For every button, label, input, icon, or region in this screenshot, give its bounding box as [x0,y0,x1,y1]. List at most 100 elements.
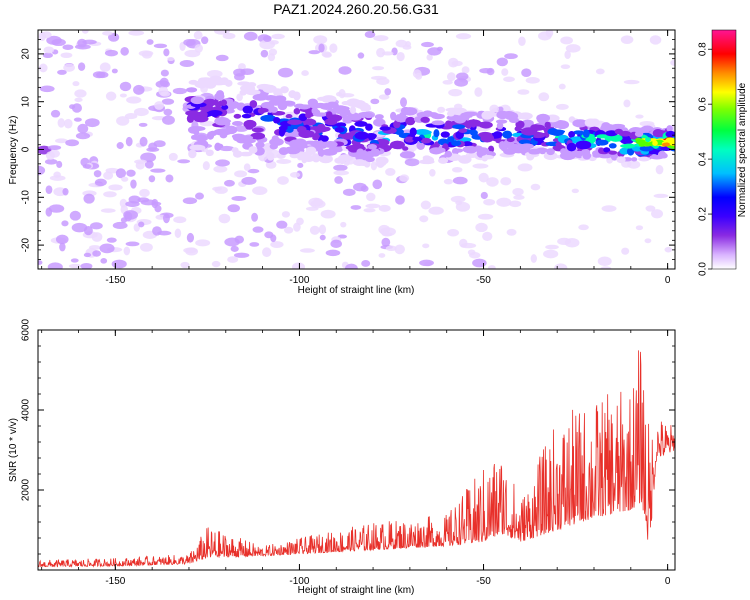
heatmap-ridge-blob [231,147,239,154]
heatmap-noise-blob [378,253,386,258]
heatmap-noise-blob [46,35,62,45]
heatmap-noise-blob [406,142,418,152]
heatmap-noise-blob [116,142,124,150]
heatmap-noise-blob [160,69,169,77]
heatmap-ridge-blob [373,118,386,127]
heatmap-ridge-blob [470,119,477,128]
heatmap-noise-blob [455,201,471,212]
heatmap-ridge-blob [335,122,347,128]
heatmap-ridge-blob [206,131,215,140]
heatmap-ridge-blob [220,99,228,106]
colorbar-tick-label: 0.0 [698,262,709,276]
heatmap-ridge-blob [528,149,538,155]
heatmap-ridge-blob [375,156,389,165]
heatmap-noise-blob [230,245,239,252]
heatmap-noise-blob [560,64,571,70]
heatmap-noise-blob [372,179,383,190]
heatmap-noise-blob [451,167,463,173]
heatmap-y-axis: -20 -10 0 10 20 [21,29,675,270]
heatmap-noise-blob [47,145,62,151]
heatmap-noise-blob [108,184,123,191]
heatmap-y-tick-label: 0 [21,146,32,152]
heatmap-noise-blob [99,62,111,72]
heatmap-noise-blob [47,262,63,269]
heatmap-ridge-blob [620,143,636,149]
heatmap-ridge-blob [296,125,307,134]
heatmap-ridge-blob [447,136,455,143]
heatmap-noise-blob [194,44,203,53]
heatmap-noise-blob [558,83,566,90]
heatmap-ridge-blob [481,110,493,120]
heatmap-y-tick-label: 20 [21,48,32,60]
heatmap-noise-blob [270,241,284,248]
heatmap-noise-blob [565,44,581,53]
heatmap-noise-blob [297,162,304,168]
heatmap-core-blob [636,139,646,145]
heatmap-noise-blob [65,139,80,147]
heatmap-ridge-blob [190,126,206,132]
heatmap-core-blob [652,140,658,146]
heatmap-noise-blob [496,197,512,207]
heatmap-noise-blob [138,50,154,57]
heatmap-noise-blob [92,71,106,79]
heatmap-noise-blob [68,263,82,269]
heatmap-ridge-blob [231,120,244,126]
heatmap-noise-blob [148,142,158,152]
heatmap-ridge-blob [221,104,229,110]
heatmap-noise-blob [345,263,358,269]
heatmap-noise-blob [277,67,294,78]
heatmap-noise-blob [152,226,162,236]
heatmap-noise-blob [105,91,117,101]
heatmap-ridge-blob [409,127,417,137]
heatmap-noise-blob [124,113,138,120]
heatmap-ridge-blob [416,140,426,150]
heatmap-noise-blob [125,136,133,147]
heatmap-noise-blob [159,77,169,88]
heatmap-noise-blob [74,44,91,50]
heatmap-noise-blob [500,177,512,186]
heatmap-noise-blob [119,93,127,98]
colorbar: 0.0 0.2 0.4 0.6 0.8 Normalized spectral ampl… [698,29,748,276]
heatmap-ridge-blob [420,130,432,135]
heatmap-noise-blob [80,262,93,269]
heatmap-noise-blob [70,258,79,263]
heatmap-x-tick-label: 0 [665,275,671,286]
heatmap-noise-blob [139,188,150,198]
heatmap-ridge-blob [404,136,415,143]
heatmap-noise-blob [151,201,162,206]
heatmap-ridge-blob [612,124,619,130]
heatmap-ridge-blob [251,127,264,133]
heatmap-noise-blob [571,188,579,194]
heatmap-noise-blob [125,241,140,247]
heatmap-ridge-blob [335,105,346,111]
heatmap-noise-blob [289,171,301,178]
heatmap-ridge-blob [273,95,287,103]
heatmap-noise-blob [182,197,198,205]
snr-series-line [38,350,675,568]
heatmap-noise-blob [71,103,82,113]
heatmap-ridge-blob [356,148,365,156]
heatmap-ridge-blob [207,110,223,117]
colorbar-tick-label: 0.6 [698,97,709,111]
heatmap-ridge-blob [347,145,360,153]
heatmap-noise-blob [268,48,278,56]
heatmap-ridge-blob [572,119,588,128]
heatmap-ridge-blob [374,114,384,120]
heatmap-noise-blob [513,194,525,200]
heatmap-noise-blob [277,176,289,185]
heatmap-noise-blob [545,30,554,38]
heatmap-noise-blob [55,138,68,144]
heatmap-ridge-blob [298,104,311,110]
heatmap-noise-blob [161,98,175,105]
heatmap-noise-blob [370,161,378,171]
heatmap-ridge-blob [317,123,326,131]
heatmap-noise-blob [50,109,61,118]
heatmap-noise-blob [38,63,48,73]
heatmap-noise-blob [38,165,46,176]
heatmap-noise-blob [395,195,405,205]
heatmap-noise-blob [206,69,223,78]
heatmap-ridge-blob [239,151,253,157]
heatmap-ridge-blob [266,152,275,161]
heatmap-noise-blob [243,163,251,171]
heatmap-noise-blob [88,245,101,250]
